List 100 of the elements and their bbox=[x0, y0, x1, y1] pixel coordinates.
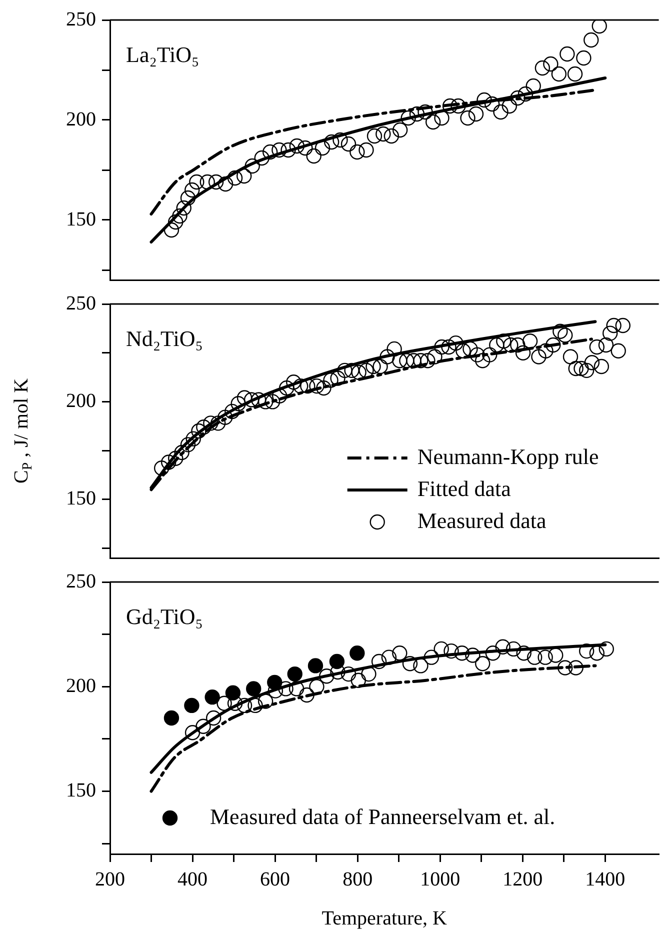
y-tick-label: 150 bbox=[66, 208, 96, 230]
point bbox=[484, 96, 500, 112]
point bbox=[288, 681, 304, 696]
point bbox=[244, 158, 260, 174]
point bbox=[172, 208, 188, 224]
point bbox=[371, 654, 387, 670]
point bbox=[589, 646, 605, 661]
point bbox=[538, 650, 553, 665]
point bbox=[184, 698, 200, 714]
point bbox=[475, 656, 490, 672]
point bbox=[454, 646, 470, 661]
point bbox=[330, 664, 346, 680]
point bbox=[578, 643, 594, 659]
point bbox=[184, 182, 200, 198]
annotation: Nd₂TiO₅ bbox=[126, 326, 203, 351]
point bbox=[164, 710, 180, 726]
point bbox=[258, 694, 274, 709]
point bbox=[460, 110, 476, 126]
point bbox=[308, 658, 324, 674]
point bbox=[493, 104, 508, 120]
point bbox=[495, 639, 510, 654]
point bbox=[164, 222, 180, 238]
x-tick-label: 200 bbox=[95, 868, 125, 890]
point bbox=[216, 696, 232, 711]
y-tick-label: 250 bbox=[66, 8, 96, 30]
point bbox=[262, 144, 278, 160]
x-tick-label: 1200 bbox=[502, 868, 543, 890]
point bbox=[592, 20, 607, 34]
point bbox=[314, 140, 330, 156]
point bbox=[340, 136, 356, 152]
point bbox=[361, 666, 376, 682]
y-tick-label: 200 bbox=[66, 390, 96, 412]
point bbox=[340, 666, 356, 682]
point bbox=[218, 176, 234, 192]
point bbox=[543, 56, 558, 72]
point bbox=[576, 50, 592, 66]
point bbox=[204, 689, 220, 705]
point bbox=[502, 98, 518, 114]
point bbox=[392, 646, 408, 661]
point bbox=[200, 174, 215, 190]
point bbox=[560, 46, 575, 62]
point bbox=[350, 144, 365, 160]
point bbox=[176, 200, 192, 216]
point bbox=[168, 214, 184, 230]
legend-label: Neumann-Kopp rule bbox=[417, 444, 599, 469]
point bbox=[366, 128, 382, 144]
point bbox=[236, 168, 252, 184]
point bbox=[358, 142, 374, 158]
point bbox=[413, 658, 428, 674]
y-tick-label: 150 bbox=[66, 488, 96, 510]
point bbox=[392, 122, 408, 138]
point bbox=[518, 86, 534, 102]
y-tick-label: 250 bbox=[66, 570, 96, 592]
point bbox=[584, 32, 599, 48]
point bbox=[548, 648, 564, 663]
point bbox=[510, 90, 526, 106]
point bbox=[551, 66, 567, 82]
legend-label: Measured data bbox=[417, 508, 546, 533]
point bbox=[227, 170, 243, 186]
point bbox=[442, 98, 458, 114]
point bbox=[280, 142, 296, 158]
point bbox=[299, 687, 314, 703]
y-tick-label: 150 bbox=[66, 779, 96, 802]
point bbox=[298, 140, 313, 156]
point bbox=[568, 660, 584, 676]
point bbox=[598, 641, 614, 657]
point bbox=[189, 174, 204, 190]
y-tick-label: 200 bbox=[66, 108, 96, 130]
legend-label: Fitted data bbox=[417, 476, 512, 501]
point bbox=[324, 134, 340, 150]
point bbox=[485, 646, 501, 661]
point bbox=[516, 646, 532, 661]
point bbox=[196, 718, 211, 734]
point bbox=[254, 150, 270, 166]
point bbox=[434, 110, 450, 126]
point bbox=[287, 666, 302, 682]
x-tick-label: 1400 bbox=[585, 868, 626, 890]
point bbox=[384, 128, 400, 144]
point bbox=[418, 104, 433, 120]
point bbox=[527, 650, 542, 665]
y-tick-label: 200 bbox=[66, 674, 96, 697]
point bbox=[434, 641, 449, 657]
point bbox=[225, 685, 241, 700]
point bbox=[465, 648, 480, 663]
point bbox=[526, 78, 541, 94]
x-tick-label: 800 bbox=[342, 868, 373, 890]
point bbox=[208, 174, 224, 190]
point bbox=[476, 92, 492, 108]
x-tick-label: 600 bbox=[260, 868, 290, 890]
point bbox=[376, 126, 391, 142]
point bbox=[567, 66, 583, 82]
point bbox=[272, 142, 287, 158]
point bbox=[450, 98, 466, 114]
point bbox=[329, 654, 345, 670]
x-tick-label: 1000 bbox=[420, 868, 460, 890]
point bbox=[400, 110, 416, 126]
annotation: Gd₂TiO₅ bbox=[126, 604, 203, 629]
point bbox=[424, 650, 440, 665]
y-tick-label: 250 bbox=[66, 292, 96, 314]
point bbox=[350, 646, 365, 661]
